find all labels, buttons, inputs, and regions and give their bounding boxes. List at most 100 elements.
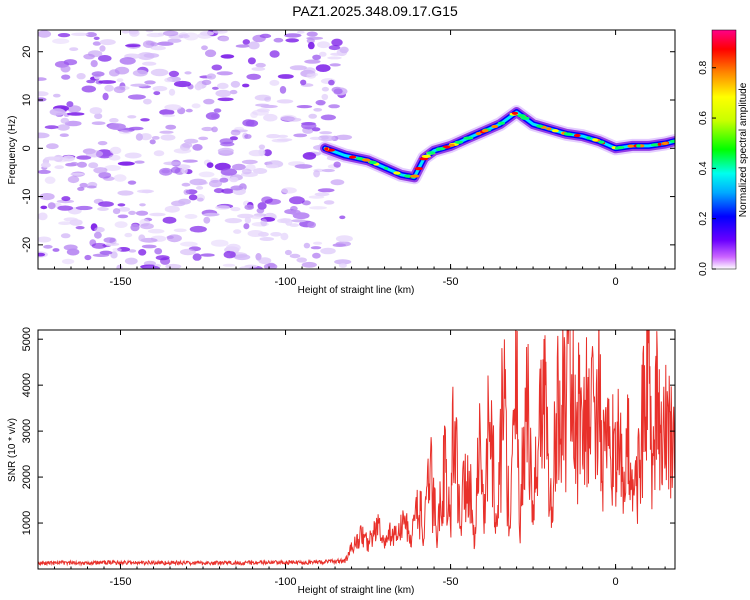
ridge-hotspot [592,138,599,142]
ridge-hotspot [491,124,499,129]
noise-blob [321,168,335,173]
noise-blob [137,189,154,194]
noise-blob [86,185,97,189]
ridge-hotspot [442,145,451,149]
noise-blob [139,203,146,207]
noise-blob [135,133,143,141]
noise-blob [93,36,100,40]
noise-blob [229,89,238,95]
noise-blob [153,91,161,96]
noise-blob [58,221,72,225]
noise-blob [213,188,224,194]
noise-blob [310,246,322,250]
noise-blob [38,252,46,257]
noise-blob [199,31,214,36]
noise-blob [220,168,238,176]
noise-blob [192,144,203,151]
noise-blob [127,94,146,100]
noise-blob [135,210,149,216]
noise-blob [99,250,113,255]
noise-blob [215,89,232,97]
ridge-hotspot [393,171,401,175]
noise-blob [77,161,87,168]
noise-blob [64,120,82,127]
colorbar-label: Normalized spectral amplitude [738,82,749,217]
colorbar-tick-label: 0.2 [698,211,709,225]
noise-blob [247,57,256,65]
ridge-hotspot [410,174,420,178]
noise-blob [94,231,102,239]
noise-blob [159,167,173,176]
noise-blob [291,219,307,223]
noise-blob [329,63,341,67]
noise-blob [167,38,182,43]
noise-blob [57,124,70,131]
noise-blob [151,136,160,140]
colorbar-axis: 0.0 0.2 0.4 0.6 0.8 [698,60,716,276]
noise-blob [180,248,196,256]
noise-blob [138,234,146,242]
noise-blob [189,178,207,186]
noise-blob [141,244,157,249]
noise-blob [99,39,116,46]
noise-blob [224,218,243,224]
noise-blob [38,30,52,38]
ridge-hotspot [669,139,675,143]
noise-blob [215,205,231,210]
noise-blob [330,52,343,56]
noise-blob [308,195,325,199]
noise-blob [230,185,244,191]
ridge-hotspot [551,129,559,133]
noise-blob [259,237,275,241]
top-x-tick-label: -50 [443,276,459,288]
noise-blob [331,38,343,47]
noise-blob [44,125,59,130]
noise-blob [321,93,329,101]
ridge-hotspot [384,166,389,170]
noise-blob [56,199,75,204]
noise-blob [70,172,85,176]
ridge-hotspot [404,174,412,178]
noise-blob [246,73,261,80]
ridge-hotspot [636,144,641,148]
noise-blob [319,131,333,135]
noise-blob [185,108,193,113]
noise-blob [284,249,292,256]
noise-blob [124,232,133,238]
spectrogram-noise-region [38,30,353,269]
ridge-hotspot [448,143,455,147]
noise-blob [38,77,47,81]
ridge-hotspot [616,146,625,150]
noise-blob [255,62,266,68]
noise-blob [273,37,284,43]
noise-blob [241,159,258,165]
noise-blob [109,118,119,123]
noise-blob [66,248,80,256]
noise-blob [128,249,137,253]
noise-blob [38,236,52,243]
noise-blob [315,64,331,72]
bottom-y-tick-label: 4000 [21,373,33,397]
noise-blob [217,147,234,154]
noise-blob [75,205,93,211]
noise-blob [219,138,234,145]
colorbar-tick-label: 0.6 [698,111,709,125]
noise-blob [117,214,129,219]
noise-blob [38,97,47,102]
noise-blob [216,71,233,76]
noise-blob [267,262,276,268]
noise-blob [112,248,122,252]
noise-blob [258,144,266,150]
noise-blob [232,163,246,171]
noise-blob [116,264,123,269]
noise-blob [113,86,126,94]
noise-blob [47,202,56,210]
noise-blob [104,84,114,92]
noise-blob [62,155,75,162]
noise-blob [124,257,138,265]
noise-blob [38,91,49,97]
ridge-hotspot [414,167,423,171]
noise-blob [90,60,98,68]
noise-blob [98,80,117,84]
ridge-hotspot [324,147,329,151]
